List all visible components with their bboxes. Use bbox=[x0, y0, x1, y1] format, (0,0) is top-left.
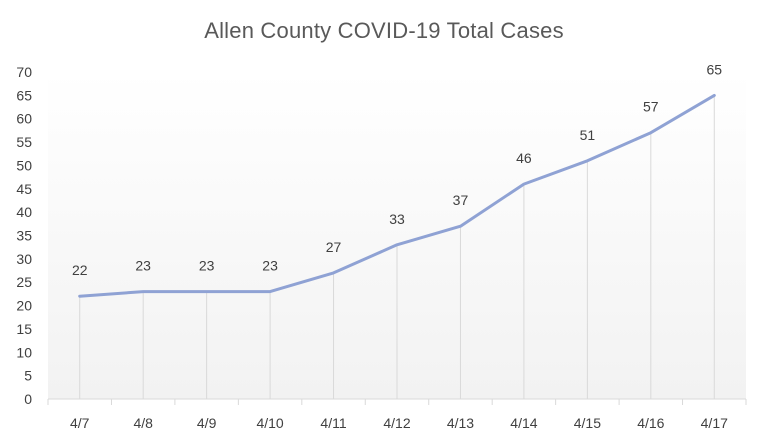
x-tick-label: 4/12 bbox=[383, 415, 410, 431]
y-tick-label: 55 bbox=[16, 134, 32, 150]
data-label: 37 bbox=[453, 192, 469, 208]
x-tick-label: 4/13 bbox=[447, 415, 474, 431]
data-label: 22 bbox=[72, 262, 88, 278]
data-label: 51 bbox=[580, 127, 596, 143]
y-tick-label: 10 bbox=[16, 344, 32, 360]
y-tick-label: 30 bbox=[16, 251, 32, 267]
y-tick-label: 70 bbox=[16, 64, 32, 80]
data-label: 57 bbox=[643, 99, 659, 115]
y-tick-label: 20 bbox=[16, 298, 32, 314]
data-label: 23 bbox=[262, 258, 278, 274]
x-tick-label: 4/8 bbox=[133, 415, 153, 431]
y-tick-label: 15 bbox=[16, 321, 32, 337]
y-tick-label: 5 bbox=[24, 368, 32, 384]
data-label: 27 bbox=[326, 239, 342, 255]
x-tick-label: 4/11 bbox=[320, 415, 346, 431]
chart-title: Allen County COVID-19 Total Cases bbox=[204, 18, 564, 43]
x-tick-label: 4/14 bbox=[510, 415, 537, 431]
x-tick-label: 4/10 bbox=[256, 415, 283, 431]
y-tick-label: 65 bbox=[16, 87, 32, 103]
y-tick-label: 50 bbox=[16, 157, 32, 173]
data-label: 23 bbox=[199, 258, 215, 274]
series-line-total-cases bbox=[78, 93, 716, 298]
y-tick-label: 25 bbox=[16, 274, 32, 290]
x-axis-tick-labels: 4/7 4/8 4/9 4/10 4/11 4/12 4/13 4/14 4/15 4/16 4/1… bbox=[70, 415, 728, 431]
data-labels: 22 23 23 23 27 33 37 46 51 57 65 bbox=[72, 61, 722, 278]
x-tick-label: 4/16 bbox=[637, 415, 664, 431]
data-label: 33 bbox=[389, 211, 405, 227]
drop-lines bbox=[79, 95, 715, 399]
y-tick-label: 40 bbox=[16, 204, 32, 220]
y-axis-tick-labels: 0 5 10 15 20 25 30 35 40 45 50 55 60 65 70 bbox=[16, 64, 32, 407]
x-tick-label: 4/9 bbox=[197, 415, 217, 431]
data-label: 46 bbox=[516, 150, 532, 166]
y-tick-label: 35 bbox=[16, 228, 32, 244]
y-tick-label: 45 bbox=[16, 181, 32, 197]
x-axis-ticks bbox=[47, 399, 747, 405]
y-tick-label: 0 bbox=[24, 391, 32, 407]
x-tick-label: 4/17 bbox=[701, 415, 728, 431]
x-tick-label: 4/15 bbox=[574, 415, 601, 431]
data-label: 23 bbox=[135, 258, 151, 274]
y-tick-label: 60 bbox=[16, 111, 32, 127]
x-tick-label: 4/7 bbox=[70, 415, 90, 431]
data-label: 65 bbox=[706, 61, 722, 77]
